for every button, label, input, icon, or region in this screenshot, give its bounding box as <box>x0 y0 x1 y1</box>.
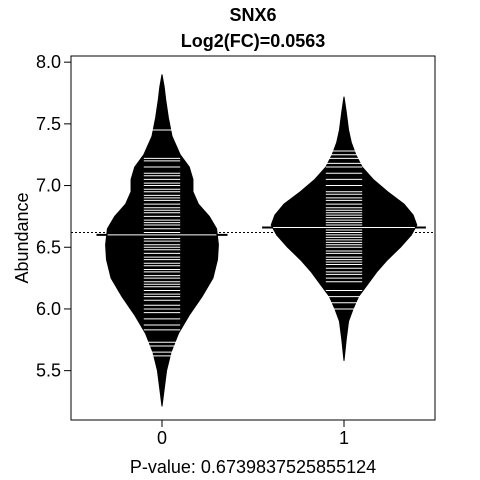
x-axis-label: P-value: 0.6739837525855124 <box>130 457 376 477</box>
x-tick-label: 1 <box>339 428 349 448</box>
y-tick-label: 7.5 <box>36 114 61 134</box>
y-tick-label: 7.0 <box>36 176 61 196</box>
y-tick-label: 6.5 <box>36 237 61 257</box>
chart-title: SNX6 <box>229 5 276 25</box>
plot-frame <box>70 55 436 421</box>
x-tick-label: 0 <box>157 428 167 448</box>
y-tick-label: 8.0 <box>36 52 61 72</box>
bean-shape-group-1 <box>270 96 418 361</box>
chart-subtitle: Log2(FC)=0.0563 <box>181 31 326 51</box>
y-tick-label: 6.0 <box>36 299 61 319</box>
axes: 5.5 6.0 6.5 7.0 7.5 8.0 0 1 <box>36 52 349 448</box>
bean-shape-group-0 <box>105 74 219 407</box>
y-axis-label: Abundance <box>12 192 32 283</box>
y-tick-label: 5.5 <box>36 361 61 381</box>
plot-area <box>71 74 435 407</box>
